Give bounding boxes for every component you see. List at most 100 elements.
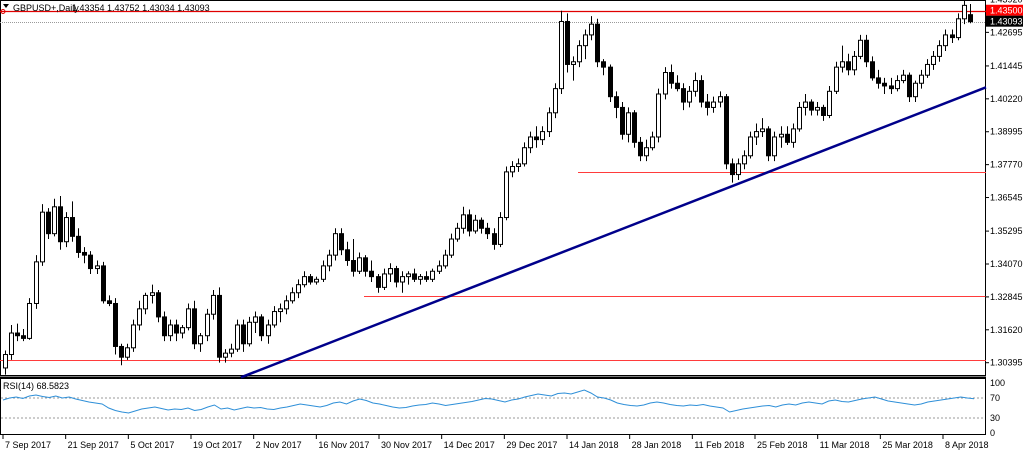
- candle: [650, 131, 655, 151]
- time-tick-label: 16 Nov 2017: [318, 440, 369, 450]
- candle: [907, 72, 912, 103]
- candle: [748, 131, 753, 159]
- candle: [498, 212, 503, 248]
- candle: [168, 319, 173, 342]
- candle: [272, 306, 277, 328]
- candle: [846, 53, 851, 76]
- horizontal-levels: [0, 9, 986, 361]
- candle: [76, 228, 81, 258]
- candle: [962, 0, 967, 25]
- candle: [424, 271, 429, 282]
- candle: [247, 316, 252, 347]
- candle: [760, 118, 765, 137]
- candle: [339, 228, 344, 256]
- candle: [937, 40, 942, 62]
- candle: [754, 123, 759, 146]
- candle: [724, 94, 729, 170]
- candle: [119, 343, 124, 366]
- candle: [327, 249, 332, 272]
- rsi-tick-label: 30: [990, 413, 1000, 423]
- candle: [314, 276, 319, 285]
- rsi-tick-label: 100: [990, 378, 1005, 388]
- candle: [467, 209, 472, 237]
- time-tick-label: 25 Mar 2018: [882, 440, 933, 450]
- candle: [882, 77, 887, 94]
- candle: [131, 319, 136, 352]
- candle: [803, 94, 808, 116]
- candle: [174, 319, 179, 342]
- candle: [143, 292, 148, 315]
- candle: [162, 311, 167, 342]
- candle: [321, 260, 326, 282]
- candle: [766, 126, 771, 162]
- candle: [736, 158, 741, 180]
- candle: [266, 319, 271, 344]
- rsi-panel-frame: [0, 378, 986, 435]
- price-tick-label: 1.38995: [990, 127, 1023, 137]
- candle: [663, 67, 668, 100]
- collapse-triangle-icon[interactable]: [3, 4, 9, 8]
- candle: [137, 300, 142, 331]
- trendline: [240, 86, 987, 379]
- candle: [351, 239, 356, 277]
- candle: [211, 290, 216, 320]
- candle: [40, 204, 45, 266]
- candle: [950, 29, 955, 43]
- price-tick-label: 1.32845: [990, 292, 1023, 302]
- candle: [107, 295, 112, 307]
- price-tick-label: 1.34070: [990, 259, 1023, 269]
- price-tick-label: 1.31620: [990, 325, 1023, 335]
- candles: [3, 0, 973, 375]
- rsi-label: RSI(14) 68.5823: [3, 381, 69, 391]
- candle: [522, 142, 527, 167]
- candle: [192, 300, 197, 350]
- candle: [510, 161, 515, 178]
- candle: [852, 51, 857, 76]
- candle: [614, 91, 619, 119]
- candle: [626, 107, 631, 143]
- candle: [840, 45, 845, 73]
- rsi-tick-label: 70: [990, 393, 1000, 403]
- candle: [785, 126, 790, 146]
- candle: [681, 83, 686, 111]
- time-tick-label: 28 Jan 2018: [632, 440, 682, 450]
- candle: [889, 77, 894, 94]
- candle: [901, 69, 906, 84]
- candle: [687, 85, 692, 108]
- candle: [547, 107, 552, 137]
- price-tick-label: 1.35295: [990, 226, 1023, 236]
- resistance-price-badge: 1.43500: [986, 4, 1023, 16]
- candle: [779, 126, 784, 148]
- candle: [302, 271, 307, 288]
- candle: [956, 13, 961, 41]
- candle: [235, 319, 240, 352]
- candle: [699, 75, 704, 108]
- price-tick-label: 1.40220: [990, 94, 1023, 104]
- candle: [205, 308, 210, 342]
- candle: [772, 131, 777, 162]
- candle: [357, 252, 362, 274]
- main-panel-frame: [0, 0, 986, 376]
- candle: [400, 271, 405, 293]
- candle: [485, 222, 490, 240]
- candle: [388, 263, 393, 282]
- candle: [620, 102, 625, 140]
- candle: [437, 260, 442, 274]
- candle: [15, 323, 20, 342]
- candle: [730, 158, 735, 183]
- candle: [64, 212, 69, 248]
- candle: [791, 123, 796, 148]
- candle: [583, 29, 588, 60]
- candle: [675, 75, 680, 92]
- candle: [895, 75, 900, 92]
- candle: [412, 268, 417, 282]
- candle: [345, 241, 350, 266]
- time-tick-label: 21 Sep 2017: [68, 440, 119, 450]
- candle: [253, 311, 258, 334]
- candle: [565, 13, 570, 73]
- candle: [308, 273, 313, 285]
- candle: [644, 139, 649, 162]
- candle: [296, 279, 301, 299]
